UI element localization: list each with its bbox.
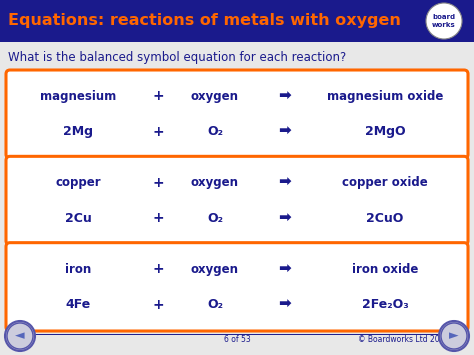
Text: +: + xyxy=(152,262,164,276)
Text: oxygen: oxygen xyxy=(191,263,239,276)
FancyBboxPatch shape xyxy=(0,0,474,42)
Circle shape xyxy=(7,323,33,349)
Text: magnesium: magnesium xyxy=(40,90,116,103)
Text: Equations: reactions of metals with oxygen: Equations: reactions of metals with oxyg… xyxy=(8,13,401,28)
FancyBboxPatch shape xyxy=(6,243,468,331)
Text: +: + xyxy=(152,176,164,190)
FancyBboxPatch shape xyxy=(6,156,468,245)
Text: +: + xyxy=(152,211,164,225)
Text: oxygen: oxygen xyxy=(191,90,239,103)
Circle shape xyxy=(439,321,469,351)
Text: board: board xyxy=(432,14,456,20)
Text: ►: ► xyxy=(449,329,459,343)
Text: ➡: ➡ xyxy=(279,89,292,104)
Text: O₂: O₂ xyxy=(207,125,223,138)
Text: ◄: ◄ xyxy=(15,329,25,343)
Text: copper: copper xyxy=(55,176,101,189)
Text: ➡: ➡ xyxy=(279,297,292,312)
Circle shape xyxy=(426,3,462,39)
Text: +: + xyxy=(152,297,164,311)
Text: +: + xyxy=(152,89,164,104)
Text: ➡: ➡ xyxy=(279,211,292,226)
Text: works: works xyxy=(432,22,456,28)
Text: iron: iron xyxy=(65,263,91,276)
Text: © Boardworks Ltd 2008: © Boardworks Ltd 2008 xyxy=(358,334,449,344)
Text: 4Fe: 4Fe xyxy=(65,298,91,311)
Text: 2Fe₂O₃: 2Fe₂O₃ xyxy=(362,298,409,311)
Text: 2MgO: 2MgO xyxy=(365,125,405,138)
FancyBboxPatch shape xyxy=(6,70,468,158)
Text: 2Mg: 2Mg xyxy=(63,125,93,138)
Text: +: + xyxy=(152,125,164,139)
Text: 2CuO: 2CuO xyxy=(366,212,404,225)
Text: ➡: ➡ xyxy=(279,124,292,140)
Text: iron oxide: iron oxide xyxy=(352,263,418,276)
Text: magnesium oxide: magnesium oxide xyxy=(327,90,443,103)
Text: ➡: ➡ xyxy=(279,262,292,277)
Circle shape xyxy=(441,323,467,349)
Text: 2Cu: 2Cu xyxy=(64,212,91,225)
Text: oxygen: oxygen xyxy=(191,176,239,189)
Circle shape xyxy=(5,321,35,351)
Text: O₂: O₂ xyxy=(207,212,223,225)
Text: copper oxide: copper oxide xyxy=(342,176,428,189)
Text: ➡: ➡ xyxy=(279,175,292,190)
Text: What is the balanced symbol equation for each reaction?: What is the balanced symbol equation for… xyxy=(8,51,346,65)
Text: 6 of 53: 6 of 53 xyxy=(224,334,250,344)
Text: O₂: O₂ xyxy=(207,298,223,311)
